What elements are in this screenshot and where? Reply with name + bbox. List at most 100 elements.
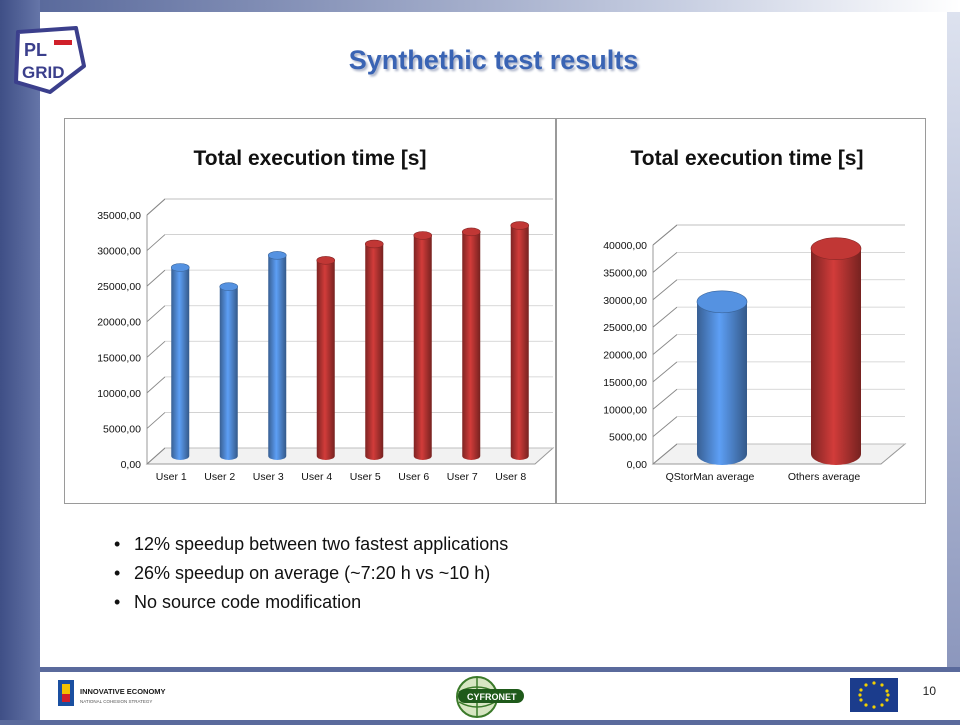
bar-body (365, 243, 384, 460)
cyfronet-logo: CYFRONET (456, 676, 524, 718)
y-tick-label: 15000,00 (97, 352, 141, 364)
gridline (652, 388, 678, 410)
y-tick-label: 30000,00 (603, 295, 647, 307)
svg-text:CYFRONET: CYFRONET (467, 692, 517, 702)
gridline (652, 279, 678, 301)
svg-text:GRID: GRID (22, 63, 65, 82)
bar-body (462, 231, 481, 460)
gridline (146, 198, 166, 216)
gridline (652, 224, 678, 246)
gridline (652, 361, 678, 383)
gridline (146, 447, 166, 465)
chart-title: Total execution time [s] (631, 147, 864, 170)
bar-body (510, 225, 529, 460)
chart-averages-svg: Total execution time [s] 0,00 5000,00 10000… (603, 147, 907, 483)
footer: INNOVATIVE ECONOMY NATIONAL COHESION STR… (40, 672, 960, 720)
slide-title: Synthethic test results (348, 45, 639, 75)
bar (413, 231, 433, 460)
bar-top (810, 237, 862, 260)
bar-top (461, 227, 481, 237)
bar-body (171, 267, 190, 460)
bar-top (170, 263, 190, 272)
y-tick-label: 25000,00 (97, 281, 141, 293)
gridline (146, 412, 166, 429)
gridline (652, 306, 678, 328)
bar-top (219, 282, 239, 291)
y-tick-label: 5000,00 (103, 423, 141, 435)
gridline (652, 252, 678, 273)
bar-top (364, 239, 384, 249)
footer-divider (40, 667, 960, 672)
bar-body (219, 286, 238, 460)
y-tick-label: 25000,00 (603, 322, 647, 334)
bar (696, 290, 748, 465)
x-tick-label: User 6 (398, 471, 429, 483)
svg-text:INNOVATIVE ECONOMY: INNOVATIVE ECONOMY (80, 687, 166, 696)
bar (510, 221, 530, 460)
footer-logos: INNOVATIVE ECONOMY NATIONAL COHESION STR… (58, 676, 898, 718)
y-tick-label: 20000,00 (603, 350, 647, 362)
chart-users-svg: Total execution time [s] 0,00 5000,00 10000… (97, 147, 555, 483)
x-tick-label: QStorMan average (666, 471, 755, 483)
y-tick-label: 40000,00 (603, 240, 647, 252)
bar (316, 256, 336, 460)
y-tick-label: 30000,00 (97, 246, 141, 258)
gridline (146, 340, 166, 358)
bar-body (268, 255, 287, 460)
bullet-item: 12% speedup between two fastest applicat… (114, 532, 508, 561)
top-decor-bar (40, 0, 960, 12)
chart-title: Total execution time [s] (194, 147, 427, 170)
bar (364, 239, 384, 460)
gridline (652, 416, 678, 437)
chart-back-wall (146, 198, 553, 216)
gridline (652, 443, 678, 465)
x-tick-label: User 3 (253, 471, 284, 483)
y-tick-label: 20000,00 (97, 317, 141, 329)
bar (219, 282, 239, 460)
bar-body (413, 235, 432, 460)
bar-top (316, 256, 336, 265)
y-tick-label: 15000,00 (603, 377, 647, 389)
plgrid-logo: PL GRID (14, 26, 86, 94)
bar-body (697, 301, 747, 465)
bar (810, 237, 862, 465)
x-tick-label: Others average (788, 471, 861, 483)
innovative-economy-logo: INNOVATIVE ECONOMY NATIONAL COHESION STR… (58, 680, 166, 706)
y-tick-label: 35000,00 (603, 267, 647, 279)
x-tick-label: User 5 (350, 471, 381, 483)
gridline (146, 305, 166, 323)
right-decor-strip (947, 12, 960, 667)
bar (170, 263, 190, 460)
y-tick-label: 0,00 (121, 459, 142, 471)
bar-top (510, 221, 530, 230)
gridline (652, 334, 678, 355)
x-tick-label: User 1 (156, 471, 187, 483)
y-tick-label: 0,00 (627, 459, 648, 471)
gridline (146, 234, 166, 251)
y-tick-label: 5000,00 (609, 432, 647, 444)
gridline (146, 269, 166, 287)
y-tick-label: 35000,00 (97, 210, 141, 222)
svg-text:NATIONAL COHESION STRATEGY: NATIONAL COHESION STRATEGY (80, 699, 152, 704)
chart-averages: Total execution time [s] 0,00 5000,00 10000… (556, 118, 926, 504)
bar (461, 227, 481, 460)
bullet-list: 12% speedup between two fastest applicat… (114, 532, 508, 619)
page-number: 10 (922, 684, 936, 698)
chart-back-wall (652, 224, 905, 246)
chart-users: Total execution time [s] 0,00 5000,00 10000… (64, 118, 556, 504)
y-tick-label: 10000,00 (603, 404, 647, 416)
bar (267, 251, 287, 460)
gridline (146, 376, 166, 394)
left-decor-bar (0, 0, 40, 720)
chart-floor (145, 447, 555, 465)
bullet-item: 26% speedup on average (~7:20 h vs ~10 h… (114, 561, 508, 590)
bullet-item: No source code modification (114, 590, 508, 619)
bar-top (413, 231, 433, 240)
plgrid-logo-text: PL (24, 40, 47, 60)
slide-body: Synthethic test results Total execution … (40, 12, 947, 667)
bar-body (811, 248, 861, 465)
y-tick-label: 10000,00 (97, 388, 141, 400)
x-tick-label: User 7 (447, 471, 478, 483)
x-tick-label: User 4 (301, 471, 332, 483)
bar-top (267, 251, 287, 260)
